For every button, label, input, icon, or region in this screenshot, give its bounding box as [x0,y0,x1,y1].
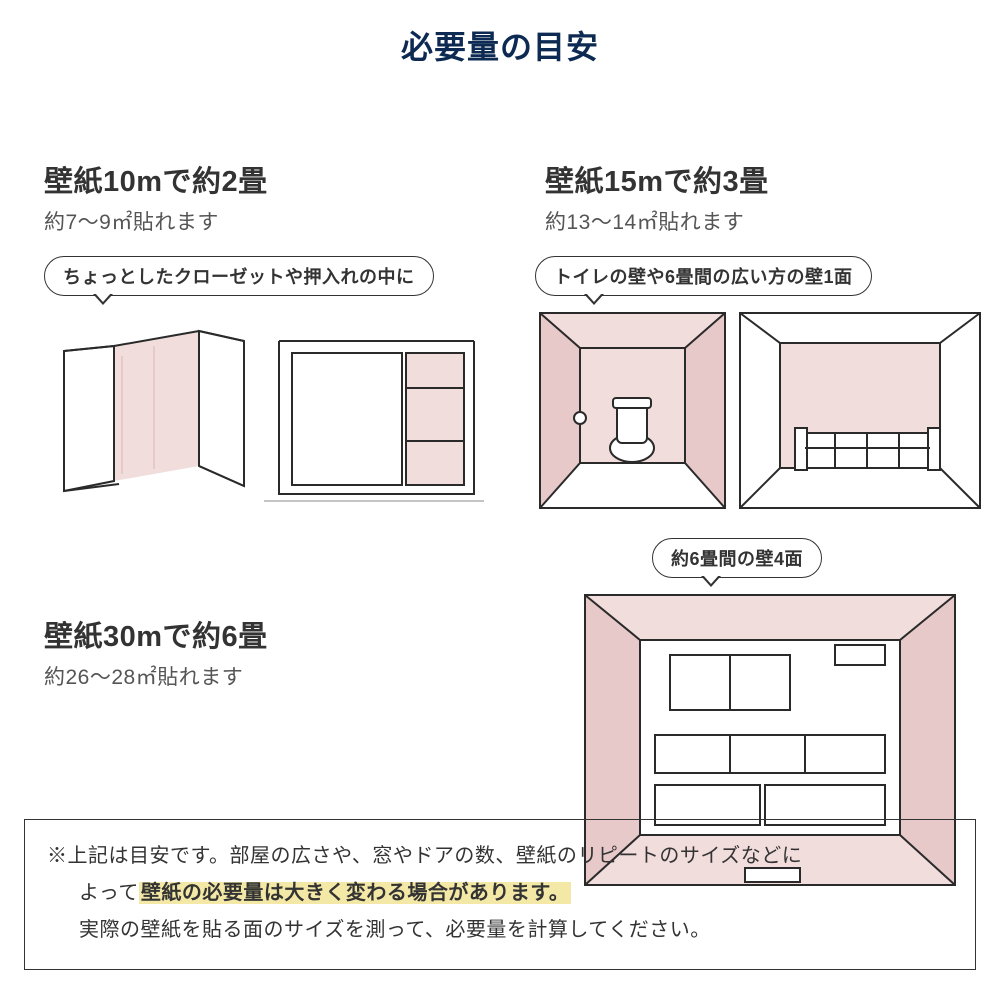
block-10m-sub: 約7～9㎡貼れます [44,206,268,236]
note-box: ※上記は目安です。部屋の広さや、窓やドアの数、壁紙のリピートのサイズなどに よっ… [24,819,976,970]
block-15m-speech-text: トイレの壁や6畳間の広い方の壁1面 [554,267,853,287]
note-line2: よって壁紙の必要量は大きく変わる場合があります。 [47,875,953,912]
block-15m-speech: トイレの壁や6畳間の広い方の壁1面 [535,256,872,296]
block-10m-heading: 壁紙10mで約2畳 [44,158,268,200]
note-line3: 実際の壁紙を貼る面のサイズを測って、必要量を計算してください。 [47,912,953,949]
block-15m-illustration [535,308,985,518]
block-30m-heading: 壁紙30mで約6畳 [44,613,268,655]
block-10m-illustration [44,316,484,511]
block-30m-speech-text: 約6畳間の壁4面 [671,549,803,569]
block-10m: 壁紙10mで約2畳 約7～9㎡貼れます [44,158,268,236]
block-30m-sub: 約26～28㎡貼れます [44,661,268,691]
note-line3-text: 実際の壁紙を貼る面のサイズを測って、必要量を計算してください。 [79,919,711,941]
block-10m-speech-text: ちょっとしたクローゼットや押入れの中に [63,267,415,287]
note-line2-prefix: よって [79,882,139,904]
block-15m: 壁紙15mで約3畳 約13～14㎡貼れます [545,158,769,236]
block-15m-sub: 約13～14㎡貼れます [545,206,769,236]
content-grid: 壁紙10mで約2畳 約7～9㎡貼れます ちょっとしたクローゼットや押入れの中に [0,68,1000,848]
note-line1-text: ※上記は目安です。部屋の広さや、窓やドアの数、壁紙のリピートのサイズなどに [47,845,802,867]
block-15m-heading: 壁紙15mで約3畳 [545,158,769,200]
block-10m-speech: ちょっとしたクローゼットや押入れの中に [44,256,434,296]
note-line1: ※上記は目安です。部屋の広さや、窓やドアの数、壁紙のリピートのサイズなどに [47,838,953,875]
block-30m-speech: 約6畳間の壁4面 [652,538,822,578]
page-title: 必要量の目安 [0,0,1000,68]
block-30m: 壁紙30mで約6畳 約26～28㎡貼れます [44,613,268,691]
note-highlight: 壁紙の必要量は大きく変わる場合があります。 [139,882,572,904]
